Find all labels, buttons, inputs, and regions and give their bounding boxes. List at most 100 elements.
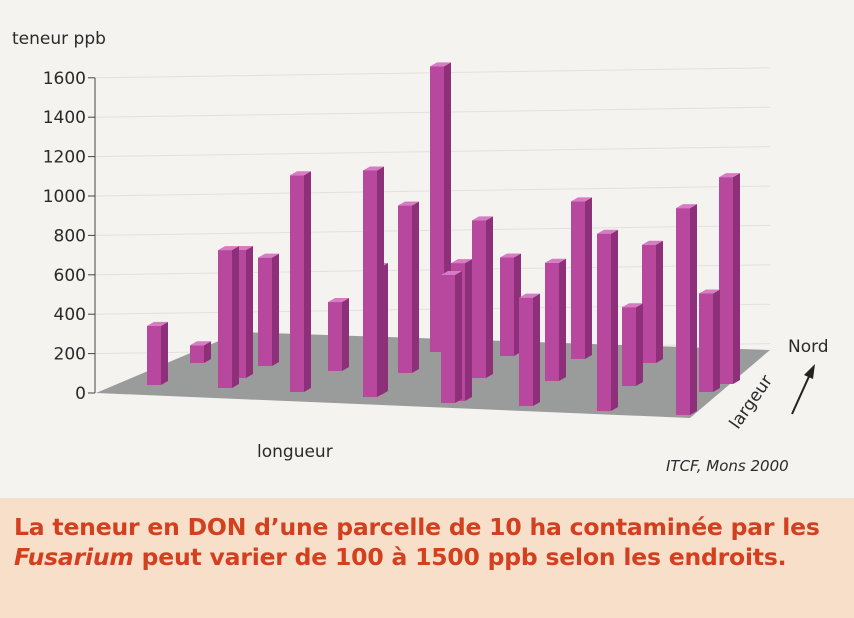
bar-front xyxy=(622,307,636,386)
bar-top xyxy=(430,62,451,67)
caption-part-1: La teneur en DON d’une parcelle de 10 ha… xyxy=(14,513,820,541)
y-tick-label: 1400 xyxy=(43,108,86,128)
bar-side xyxy=(204,341,211,363)
bar-front xyxy=(519,297,533,406)
bar-top xyxy=(699,289,720,294)
y-tick-label: 1200 xyxy=(43,148,86,168)
y-tick-label: 800 xyxy=(54,226,86,246)
bar-front-1 xyxy=(147,321,168,385)
bar-top xyxy=(500,253,521,258)
bar-top xyxy=(441,270,462,275)
bar-top xyxy=(398,201,419,206)
x-axis-title: longueur xyxy=(257,442,333,462)
bar-front xyxy=(719,177,733,384)
bar-top xyxy=(218,246,239,251)
y-tick-label: 0 xyxy=(75,384,86,404)
bar-side xyxy=(377,166,384,397)
bar-side xyxy=(455,270,462,403)
y-tick-label: 400 xyxy=(54,305,86,325)
caption-part-2: peut varier de 100 à 1500 ppb selon les … xyxy=(133,543,787,571)
bar-front-11 xyxy=(472,216,493,378)
bar-front-8 xyxy=(398,201,419,373)
bar-front xyxy=(328,302,342,371)
bar-top xyxy=(571,197,592,202)
bar-front xyxy=(258,257,272,366)
source-credit: ITCF, Mons 2000 xyxy=(666,457,789,475)
y-axis: 0 200 400 600 800 1000 1200 1400 1600 xyxy=(43,69,96,404)
north-arrow-icon xyxy=(791,364,815,415)
bar-side xyxy=(533,293,540,406)
bar-side xyxy=(246,245,253,378)
y-tick-label: 1600 xyxy=(43,69,86,89)
bar-front-14 xyxy=(545,258,566,381)
bar-front xyxy=(597,233,611,411)
bars-layer xyxy=(147,62,740,415)
bar-front-10 xyxy=(441,270,462,403)
bar-front xyxy=(472,220,486,378)
bar-front xyxy=(218,250,232,388)
bar-top xyxy=(642,240,663,245)
bar-front xyxy=(441,274,455,403)
bar-front xyxy=(147,325,161,385)
bar-side xyxy=(161,321,168,385)
bar-front-2 xyxy=(190,341,211,363)
bar-front xyxy=(642,244,656,363)
bar-front xyxy=(398,205,412,373)
bar-front-12 xyxy=(500,253,521,356)
bar-top xyxy=(363,166,384,171)
y-tick-label: 200 xyxy=(54,345,86,365)
bar-top xyxy=(290,171,311,176)
bar-front-4 xyxy=(258,253,279,366)
caption-italic: Fusarium xyxy=(14,543,134,571)
bar-side xyxy=(690,204,697,415)
bar-front-15 xyxy=(571,197,592,359)
caption: La teneur en DON d’une parcelle de 10 ha… xyxy=(14,512,840,572)
bar-top xyxy=(258,253,279,258)
bar-side xyxy=(636,303,643,386)
bar-top xyxy=(719,173,740,178)
bar-side xyxy=(559,258,566,381)
bar-front xyxy=(676,208,690,415)
bar-front-13 xyxy=(519,293,540,406)
north-label: Nord xyxy=(788,337,829,357)
y-axis-title: teneur ppb xyxy=(12,29,106,49)
bar-side xyxy=(733,173,740,384)
bar-back-4 xyxy=(642,240,663,363)
bar-top xyxy=(328,298,349,303)
bar-side xyxy=(465,259,472,401)
bar-side xyxy=(611,229,618,411)
bar-side xyxy=(486,216,493,378)
y-tick-label: 600 xyxy=(54,266,86,286)
bar-top xyxy=(451,259,472,264)
bar-front xyxy=(545,262,559,381)
bar-front-6 xyxy=(328,298,349,371)
bar-side xyxy=(656,240,663,363)
y-tick-label: 1000 xyxy=(43,187,86,207)
bar-top xyxy=(519,293,540,298)
bar-top xyxy=(472,216,493,221)
bar-side xyxy=(272,253,279,366)
bar-back-6 xyxy=(719,173,740,384)
chart-svg: 0 200 400 600 800 1000 1200 1400 1600 teneur ppb… xyxy=(12,29,829,475)
bar-front xyxy=(290,175,304,392)
bar-front-16 xyxy=(597,229,618,411)
bar-side xyxy=(412,201,419,373)
bar-side xyxy=(713,289,720,392)
bar-back-5 xyxy=(699,289,720,392)
chart-figure: 0 200 400 600 800 1000 1200 1400 1600 teneur ppb… xyxy=(12,29,829,475)
bar-side xyxy=(585,197,592,359)
bar-front-17 xyxy=(622,303,643,386)
bar-front-3 xyxy=(218,246,239,388)
bar-side xyxy=(304,171,311,392)
bar-front-7 xyxy=(363,166,384,397)
bar-front xyxy=(190,345,204,363)
bar-top xyxy=(676,204,697,209)
bar-front-5 xyxy=(290,171,311,392)
bar-side xyxy=(232,246,239,388)
bar-front xyxy=(363,170,377,397)
bar-front xyxy=(500,257,514,356)
bar-side xyxy=(342,298,349,371)
bar-top xyxy=(597,229,618,234)
bar-front xyxy=(571,201,585,359)
caption-box: La teneur en DON d’une parcelle de 10 ha… xyxy=(0,498,854,618)
